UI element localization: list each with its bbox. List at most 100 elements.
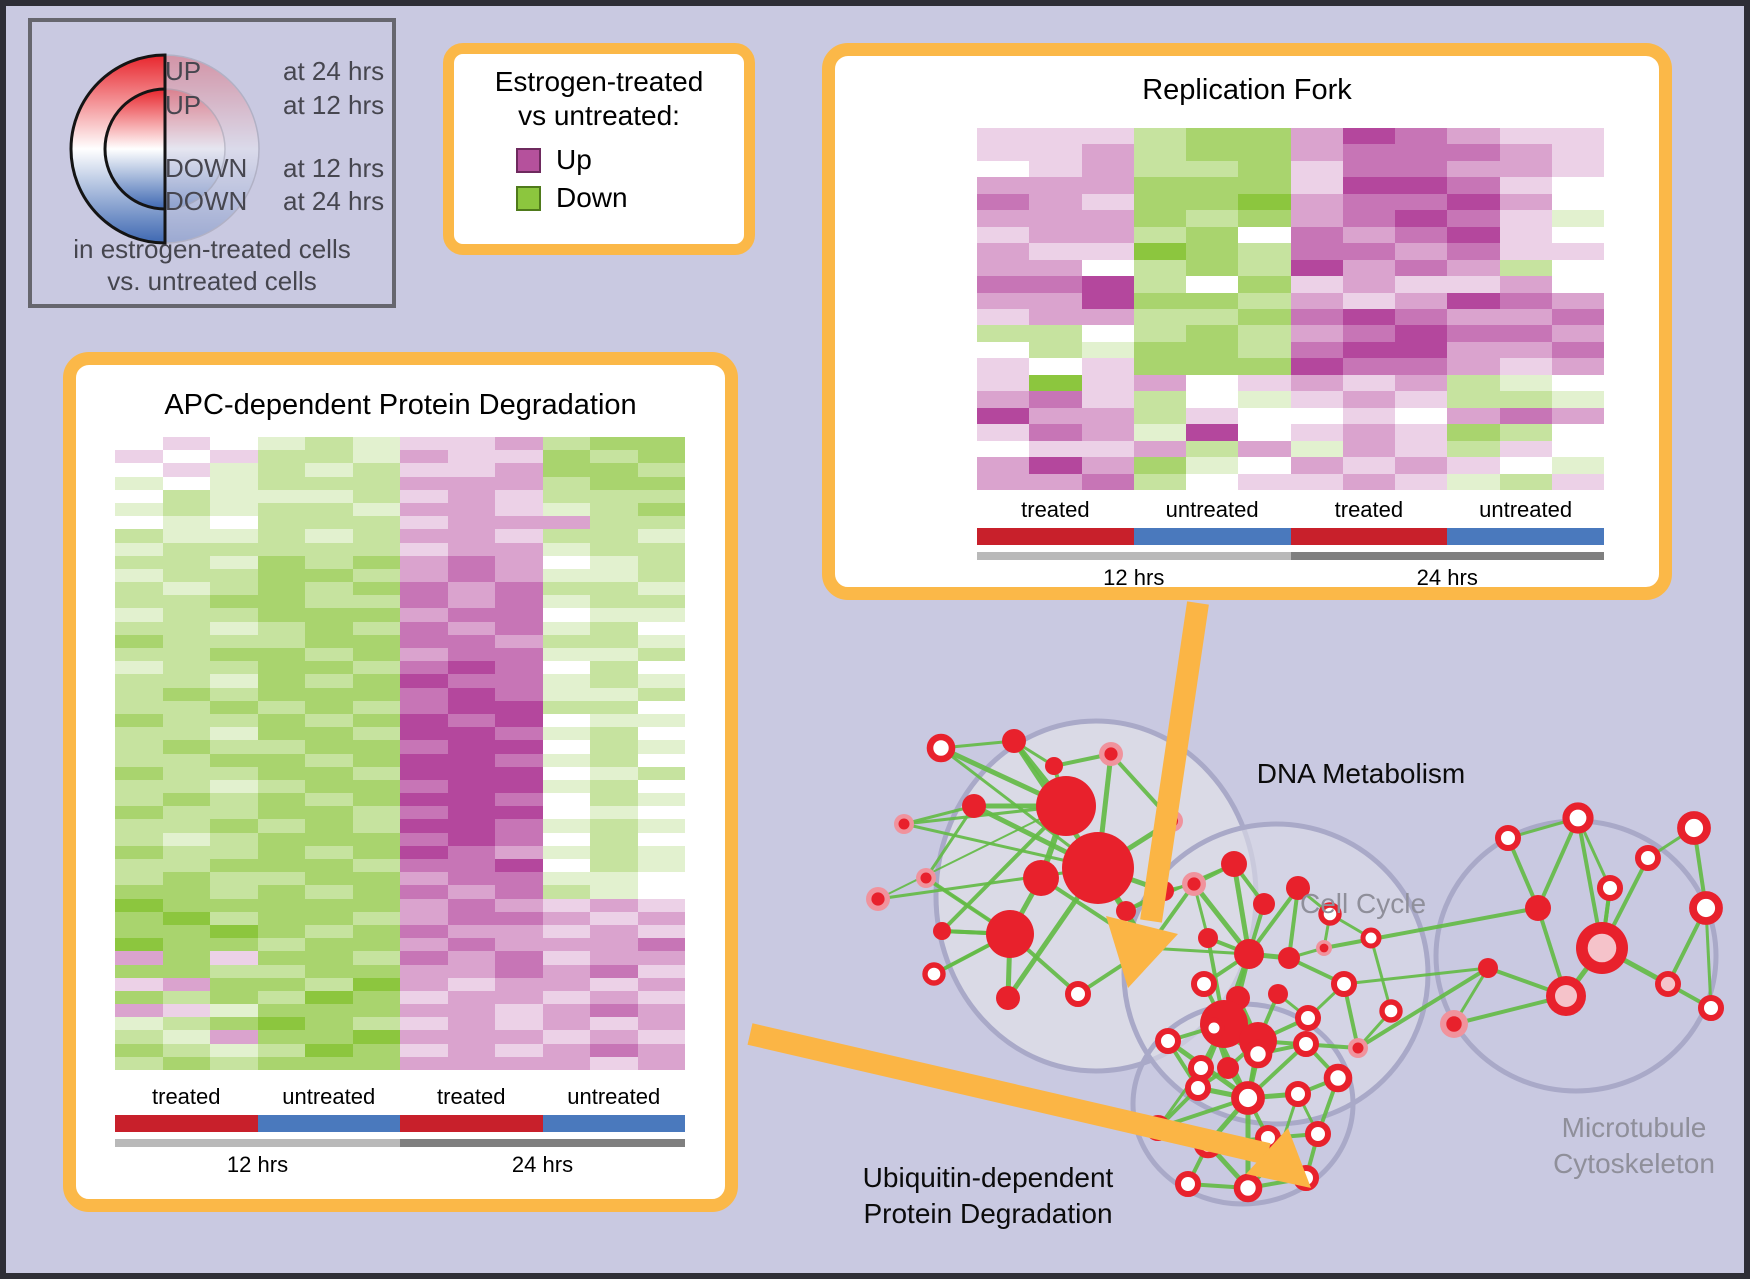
heatmap-cell [352, 450, 400, 464]
heatmap-cell [210, 648, 258, 662]
network-node [926, 733, 956, 763]
heatmap-cell [977, 457, 1030, 474]
heatmap-cell [162, 938, 210, 952]
heatmap-cell [542, 450, 590, 464]
heatmap-cell [1290, 128, 1343, 145]
heatmap-cell [162, 1043, 210, 1057]
heatmap-cell [257, 529, 305, 543]
heatmap-cell [1395, 193, 1448, 211]
heatmap-cell [1342, 341, 1395, 359]
heatmap-cell [1395, 243, 1448, 260]
heatmap-cell [210, 1004, 258, 1018]
heatmap-cell [1081, 473, 1134, 490]
heatmap-cell [115, 687, 163, 701]
heatmap-cell [1290, 210, 1343, 227]
heatmap-cell [637, 779, 685, 794]
heatmap-cell [590, 661, 638, 675]
heatmap-cell [1290, 259, 1343, 277]
heatmap-cell [1342, 144, 1395, 161]
heatmap-cell [115, 832, 163, 846]
heatmap-cell [590, 845, 638, 859]
network-edge [1231, 863, 1252, 955]
apc-panel: APC-dependent Protein Degradation treate… [63, 352, 738, 1212]
heatmap-cell [305, 450, 353, 464]
heatmap-cell [352, 779, 400, 794]
heatmap-cell [162, 582, 210, 596]
heatmap-cell [637, 924, 685, 939]
heatmap-cell [495, 687, 543, 701]
heatmap-cell [590, 938, 638, 952]
network-node-core [1319, 943, 1329, 953]
heatmap-cell [637, 634, 685, 648]
network-edge [903, 804, 975, 826]
heatmap-cell [162, 779, 210, 794]
heatmap-cell [162, 911, 210, 925]
heatmap-cell [305, 516, 353, 530]
estrogen-legend-title-line2: vs untreated: [518, 100, 680, 131]
heatmap-cell [257, 779, 305, 794]
heatmap-cell [1551, 391, 1604, 408]
heatmap-cell [305, 489, 353, 503]
heatmap-cell [257, 568, 305, 583]
heatmap-cell [495, 779, 543, 794]
heatmap-cell [977, 391, 1030, 408]
heatmap-cell [1290, 407, 1343, 425]
network-node [1203, 1017, 1225, 1039]
heatmap-cell [637, 463, 685, 477]
heatmap-cell [447, 516, 495, 530]
heatmap-cell [1447, 193, 1500, 211]
heatmap-cell [1551, 440, 1604, 458]
concentric-circles-graphic [69, 53, 260, 245]
heatmap-cell [977, 128, 1030, 145]
heatmap-cell [352, 977, 400, 991]
heatmap-cell [637, 450, 685, 464]
heatmap-cell [257, 476, 305, 490]
heatmap-cell [162, 437, 210, 451]
heatmap-cell [400, 1043, 448, 1057]
replication-fork-heatmap-footer: treated untreated treated untreated 12 hrs 24… [977, 497, 1604, 591]
heatmap-cell [352, 964, 400, 978]
heatmap-cell [115, 727, 163, 741]
heatmap-cell [162, 529, 210, 543]
heatmap-cell [1395, 259, 1448, 277]
heatmap-cell [305, 621, 353, 635]
heatmap-cell [637, 1030, 685, 1044]
heatmap-cell [162, 793, 210, 807]
heatmap-cell [210, 779, 258, 794]
heatmap-cell [115, 898, 163, 912]
heatmap-cell [1029, 457, 1082, 474]
heatmap-cell [637, 938, 685, 952]
heatmap-cell [352, 476, 400, 490]
heatmap-cell [1447, 473, 1500, 490]
heatmap-cell [447, 555, 495, 569]
heatmap-cell [1447, 341, 1500, 359]
heatmap-cell [400, 661, 448, 675]
network-node [1495, 825, 1521, 851]
heatmap-cell [495, 661, 543, 675]
heatmap-cell [162, 924, 210, 939]
heatmap-cell [495, 648, 543, 662]
heatmap-cell [352, 568, 400, 583]
heatmap-cell [162, 977, 210, 991]
network-node [962, 794, 986, 818]
heatmap-cell [977, 243, 1030, 260]
heatmap-cell [590, 437, 638, 451]
heatmap-cell [1499, 128, 1552, 145]
heatmap-cell [977, 160, 1030, 178]
heatmap-cell [447, 661, 495, 675]
heatmap-cell [1133, 144, 1186, 161]
time-label: 24 hrs [1416, 565, 1478, 590]
heatmap-cell [352, 990, 400, 1005]
network-edge [1343, 966, 1489, 986]
heatmap-cell [447, 845, 495, 859]
cluster-ellipse [1433, 818, 1719, 1094]
heatmap-cell [352, 621, 400, 635]
heatmap-cell [400, 595, 448, 609]
heatmap-cell [210, 819, 258, 833]
network-edge [924, 805, 976, 879]
heatmap-cell [1499, 457, 1552, 474]
heatmap-cell [1395, 358, 1448, 375]
heatmap-cell [637, 1043, 685, 1057]
condition-label: treated [437, 1084, 506, 1109]
heatmap-cell [400, 911, 448, 925]
